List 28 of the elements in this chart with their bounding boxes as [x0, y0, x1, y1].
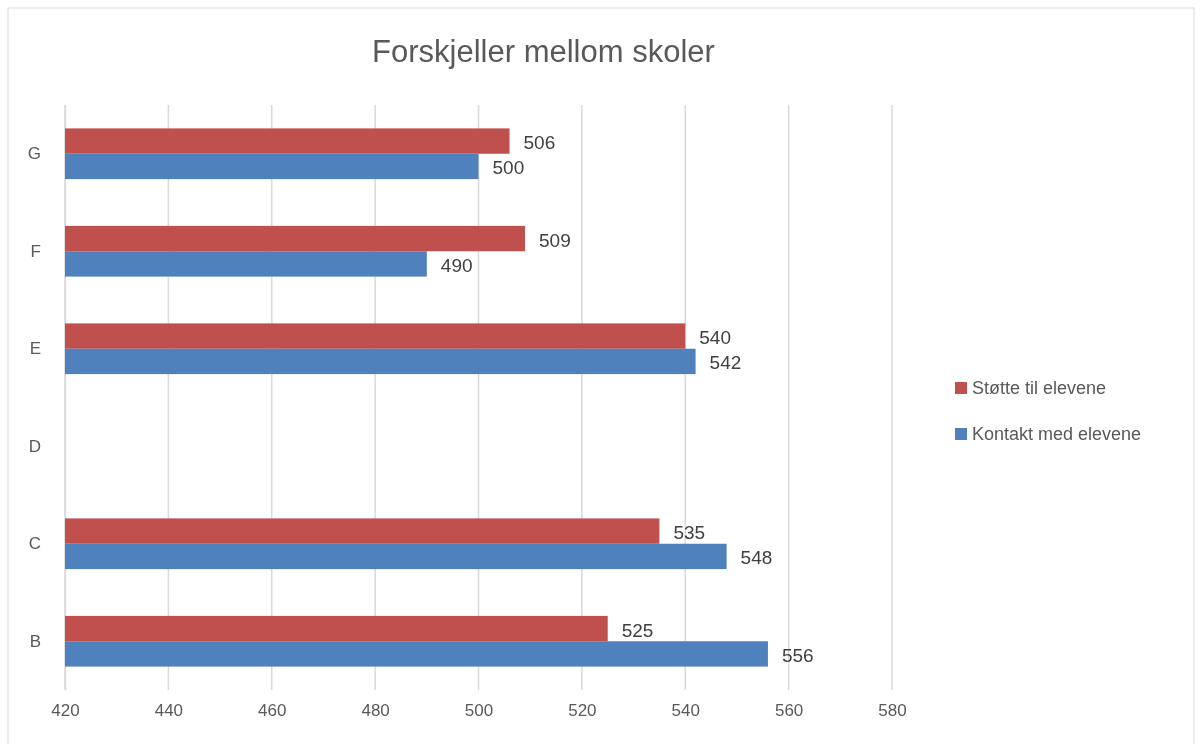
x-tick-label: 580 — [878, 701, 907, 721]
y-tick-label: D — [28, 436, 41, 456]
x-tick-label: 420 — [51, 701, 80, 721]
data-label: 548 — [740, 547, 773, 569]
data-label: 509 — [539, 229, 571, 251]
data-label: 542 — [709, 352, 742, 374]
data-label: 525 — [621, 619, 654, 641]
data-label: 506 — [523, 132, 556, 154]
y-tick-label: C — [28, 534, 41, 554]
y-tick-label: F — [30, 241, 41, 261]
x-tick-label: 560 — [774, 701, 804, 721]
x-tick-label: 440 — [154, 701, 184, 721]
chart-title: Forskjeller mellom skoler — [372, 34, 715, 69]
data-label: 540 — [699, 327, 731, 349]
x-tick-label: 500 — [464, 701, 494, 721]
x-tick-label: 520 — [568, 701, 597, 721]
y-tick-label: G — [27, 144, 41, 164]
data-label: 535 — [673, 522, 706, 544]
x-tick-label: 540 — [671, 701, 700, 721]
data-label: 490 — [440, 254, 473, 276]
legend-label: Støtte til elevene — [972, 378, 1107, 398]
data-label: 556 — [781, 644, 814, 666]
data-label: 500 — [492, 157, 525, 179]
legend-label: Kontakt med elevene — [972, 424, 1142, 444]
y-tick-label: E — [29, 339, 41, 359]
y-tick-label: B — [29, 631, 41, 651]
x-tick-label: 480 — [361, 701, 390, 721]
x-tick-label: 460 — [258, 701, 287, 721]
